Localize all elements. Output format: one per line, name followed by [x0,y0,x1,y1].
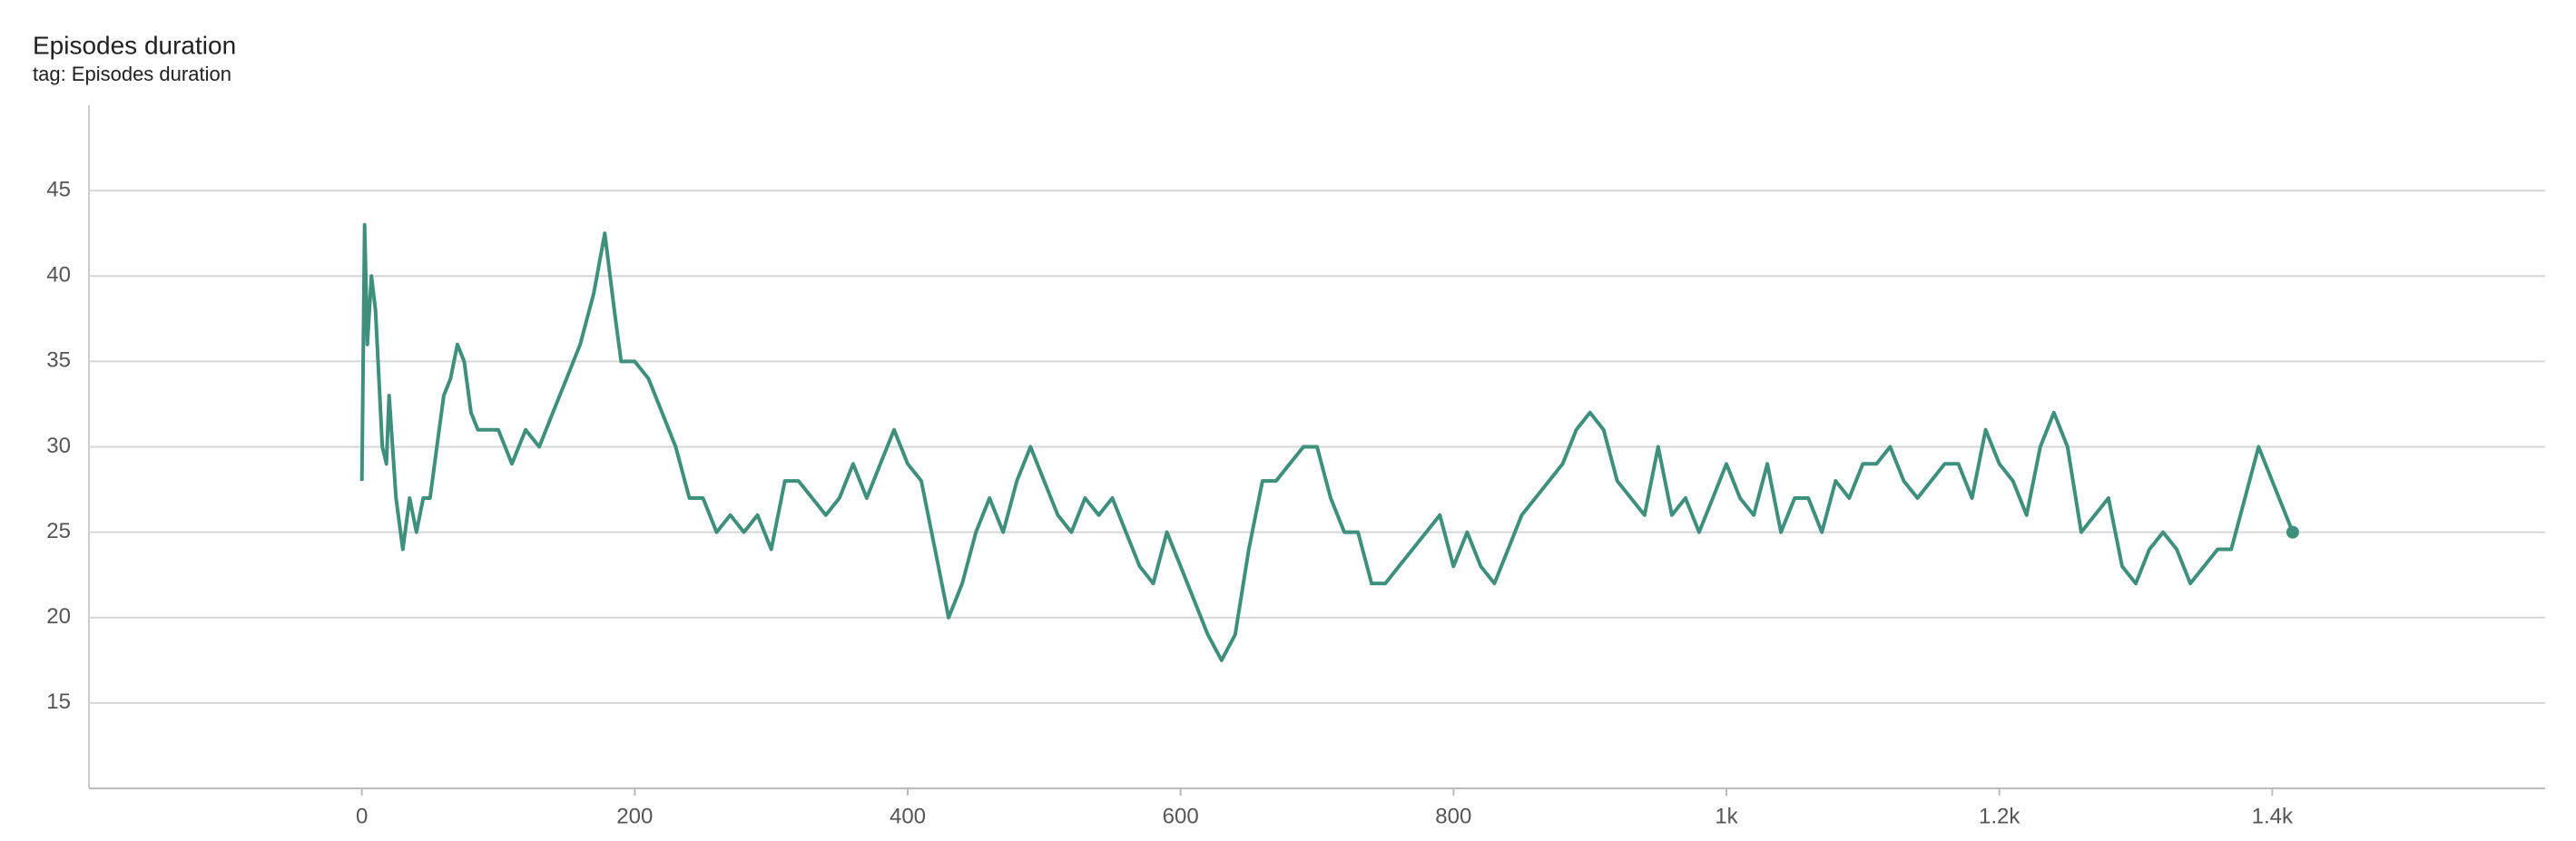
x-tick-label: 400 [890,804,926,828]
y-tick-label: 25 [46,519,71,543]
end-point [2286,525,2299,539]
y-tick-label: 20 [46,604,71,629]
x-tick-label: 600 [1163,804,1199,828]
x-tick-label: 1.2k [1979,804,2020,828]
x-tick-label: 0 [356,804,368,828]
y-tick-label: 35 [46,348,71,373]
x-tick-label: 200 [616,804,653,828]
x-tick-label: 1.4k [2252,804,2294,828]
chart-title: Episodes duration [33,31,236,59]
chart-subtitle: tag: Episodes duration [33,63,231,85]
y-tick-label: 30 [46,434,71,458]
series-line [359,222,2295,662]
y-tick-label: 45 [46,177,71,201]
y-tick-label: 15 [46,689,71,714]
x-tick-label: 1k [1715,804,1738,828]
y-tick-label: 40 [46,263,71,288]
x-tick-label: 800 [1435,804,1471,828]
